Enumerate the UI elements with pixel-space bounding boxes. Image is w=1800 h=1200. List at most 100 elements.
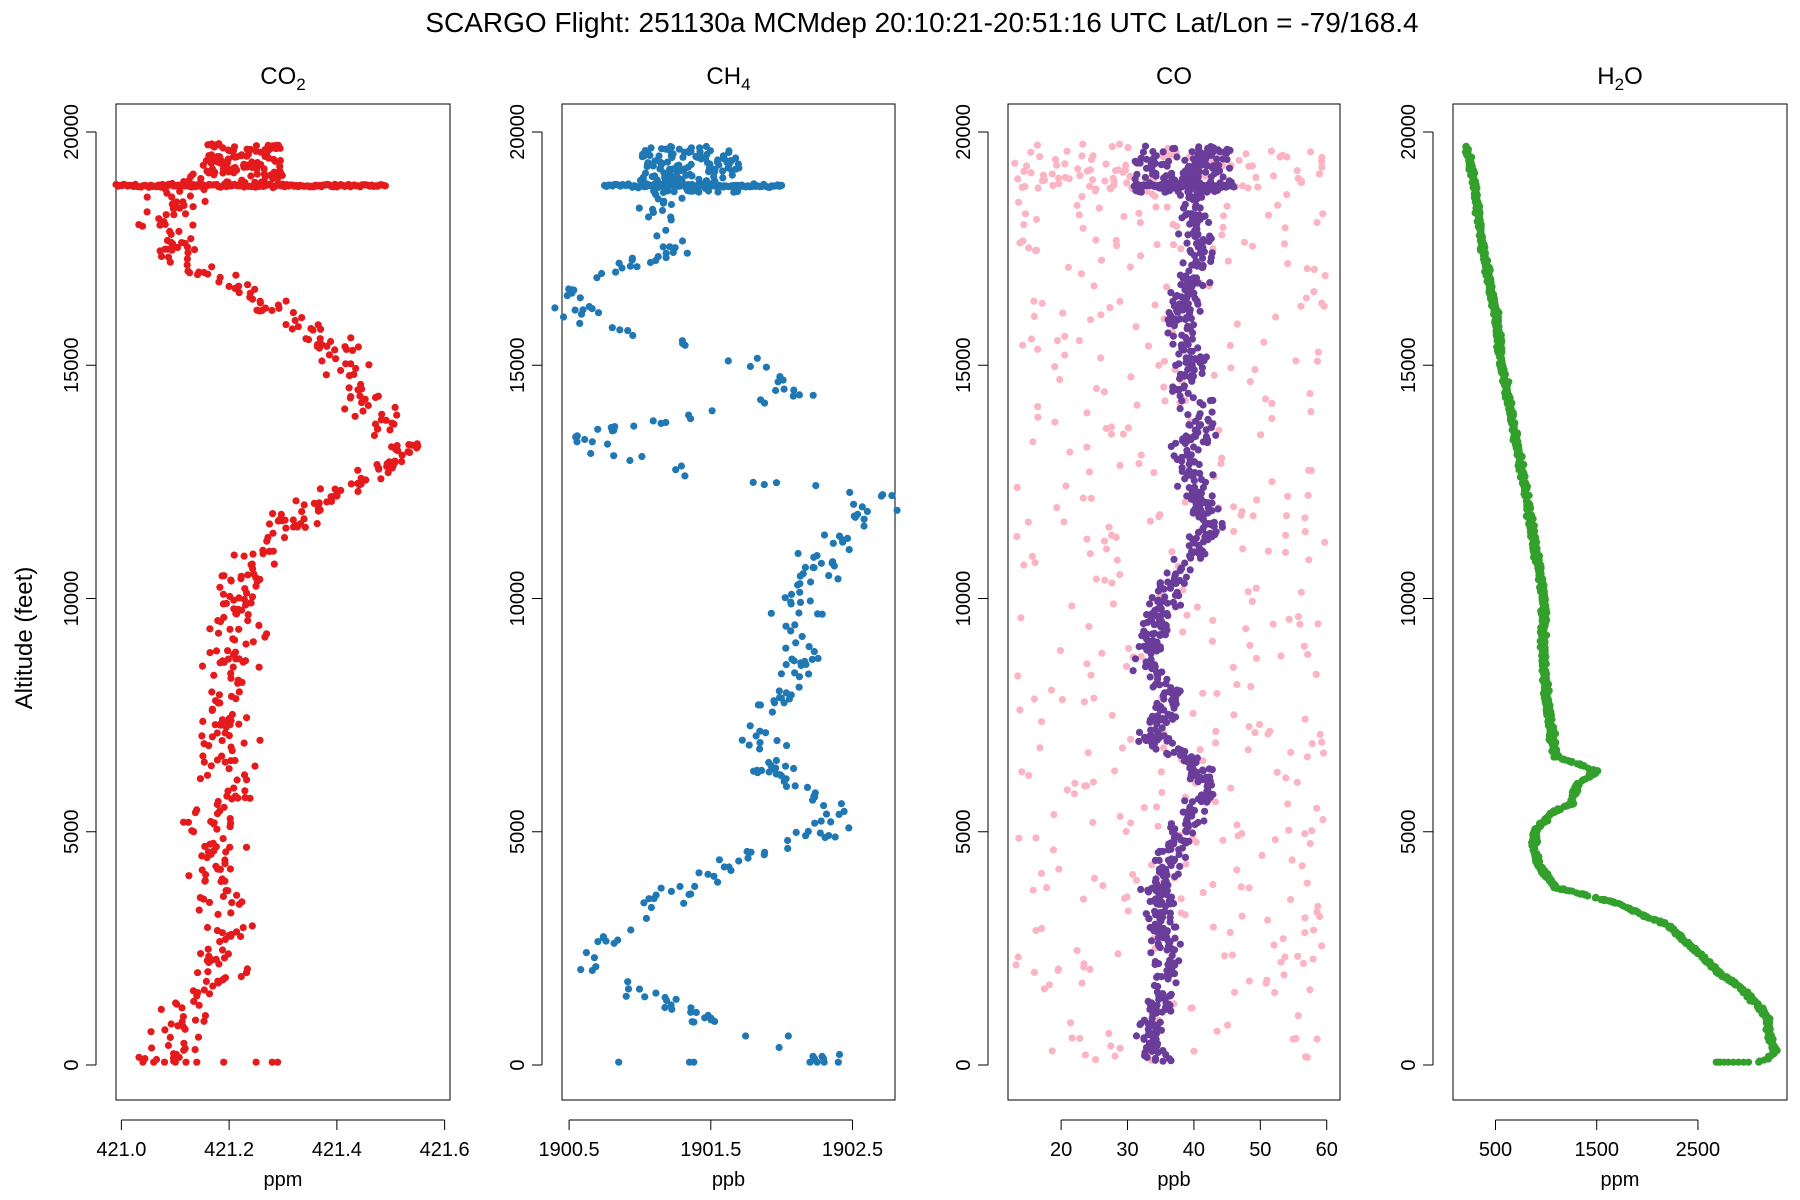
noise-point <box>1097 256 1106 264</box>
noise-point <box>1107 430 1116 438</box>
noise-point <box>1212 739 1220 747</box>
data-point <box>1184 389 1192 397</box>
noise-point <box>1083 443 1091 451</box>
data-point <box>1162 626 1170 634</box>
noise-point <box>1032 215 1041 224</box>
noise-point <box>1163 283 1171 291</box>
noise-point <box>1110 178 1118 186</box>
noise-point <box>1268 478 1276 486</box>
data-point <box>225 282 233 290</box>
data-point <box>594 425 602 433</box>
noise-point <box>1233 320 1241 328</box>
noise-point <box>1199 889 1207 897</box>
data-point <box>1178 464 1186 472</box>
noise-point <box>1287 748 1295 757</box>
data-point <box>1167 897 1175 906</box>
data-point <box>1180 579 1188 588</box>
x-tick-label: 421.4 <box>312 1139 362 1161</box>
data-point <box>1179 306 1187 314</box>
data-point <box>1143 611 1151 619</box>
data-point <box>1196 399 1204 407</box>
noise-point <box>1302 1053 1310 1061</box>
data-point <box>210 819 218 827</box>
data-point <box>1179 837 1187 845</box>
data-point <box>1219 173 1227 181</box>
data-point <box>157 1005 165 1014</box>
data-point <box>1165 735 1173 743</box>
noise-point <box>1021 210 1030 218</box>
data-point <box>1744 1058 1753 1066</box>
noise-point <box>1247 683 1255 691</box>
data-point <box>1169 332 1177 340</box>
noise-point <box>1266 727 1274 735</box>
data-point <box>1166 956 1174 964</box>
noise-point <box>1254 183 1262 191</box>
noise-point <box>1115 140 1124 148</box>
data-point <box>195 1001 203 1009</box>
data-point <box>205 898 214 907</box>
data-point <box>1202 168 1210 176</box>
data-point <box>1184 300 1192 308</box>
data-point <box>835 1050 844 1059</box>
data-point <box>143 208 151 216</box>
data-point <box>191 1016 200 1024</box>
data-point <box>240 739 248 747</box>
noise-point <box>1262 979 1270 987</box>
data-point <box>1588 766 1596 774</box>
data-point <box>1533 826 1541 835</box>
data-point <box>571 306 579 314</box>
data-point <box>1478 236 1486 244</box>
noise-point <box>1085 468 1094 476</box>
data-point <box>1552 739 1560 747</box>
noise-point <box>1030 695 1038 703</box>
data-point <box>242 640 250 648</box>
data-point <box>681 165 689 173</box>
data-point <box>1167 289 1175 297</box>
data-point <box>789 392 797 400</box>
data-point <box>1199 263 1207 271</box>
data-point <box>200 758 208 766</box>
data-point <box>1186 421 1194 429</box>
data-point <box>817 559 826 567</box>
data-point <box>594 309 603 317</box>
data-point <box>678 337 687 345</box>
noise-point <box>1063 147 1071 155</box>
data-point <box>1168 963 1176 971</box>
y-tick-label: 10000 <box>1398 571 1420 627</box>
data-point <box>218 737 226 745</box>
data-point <box>1190 443 1198 451</box>
noise-point <box>1023 162 1031 170</box>
data-point <box>780 385 788 393</box>
data-point <box>226 823 234 831</box>
data-point <box>288 325 296 333</box>
data-point <box>734 160 743 168</box>
plot-frame-co2 <box>115 103 451 1101</box>
y-tick-label: 10000 <box>953 571 975 627</box>
data-point <box>215 960 223 968</box>
data-point <box>687 1008 695 1016</box>
data-point <box>260 170 268 178</box>
data-point <box>1181 315 1190 324</box>
data-point <box>787 627 795 635</box>
data-point <box>231 153 239 161</box>
data-point <box>1195 460 1203 469</box>
data-point <box>1188 148 1196 156</box>
data-point <box>782 782 791 791</box>
data-point <box>593 274 601 282</box>
data-point <box>679 153 687 161</box>
data-point <box>806 597 814 605</box>
data-point <box>341 405 349 413</box>
data-point <box>359 407 367 415</box>
noise-point <box>1123 179 1131 187</box>
data-point <box>193 806 201 814</box>
noise-point <box>1037 869 1046 878</box>
data-point <box>647 903 656 912</box>
data-point <box>649 208 658 216</box>
data-point <box>1177 281 1185 289</box>
y-tick-label: 0 <box>507 1059 529 1070</box>
data-point <box>256 736 264 744</box>
data-point <box>276 169 285 177</box>
data-point <box>332 355 340 363</box>
noise-point <box>1137 451 1145 459</box>
